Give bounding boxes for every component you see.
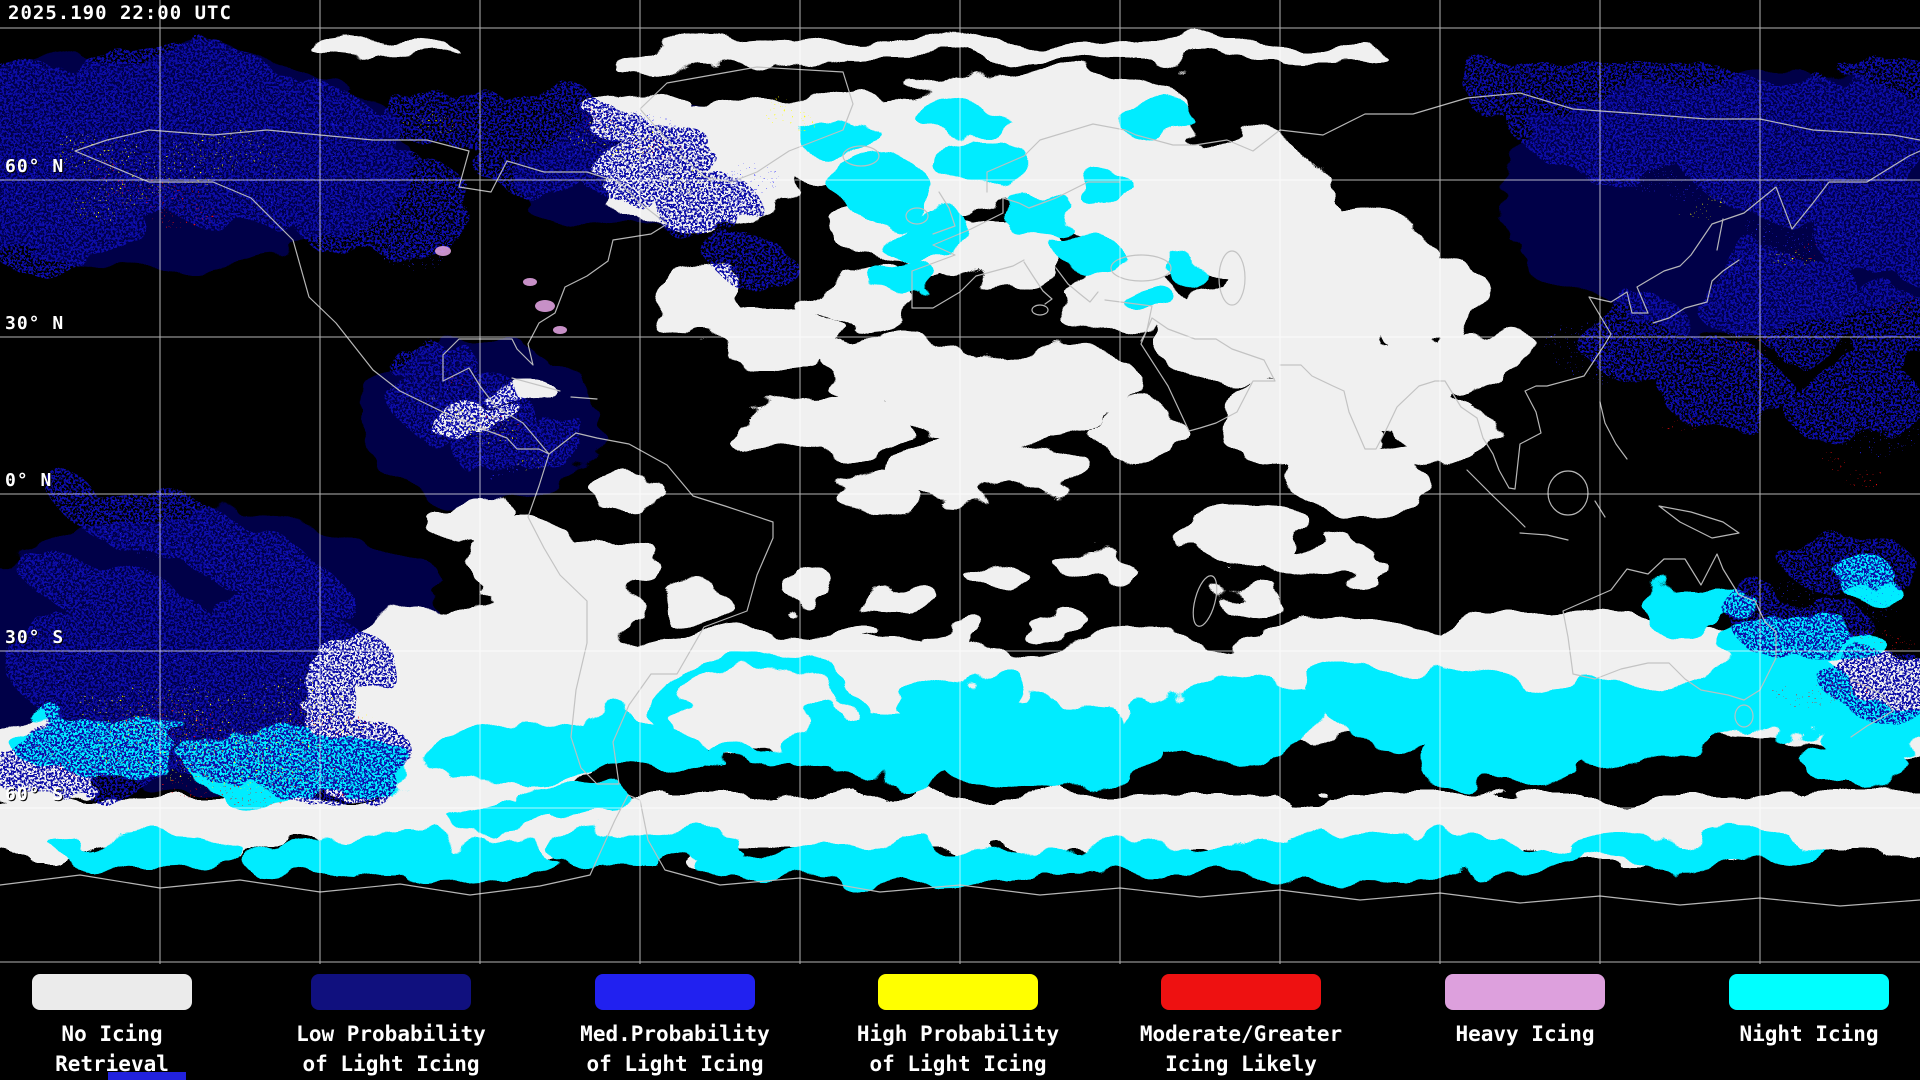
legend-swatch-low-prob: [311, 974, 471, 1010]
legend-item-no-icing: No Icing Retrieval: [0, 966, 237, 1079]
lat-label-30n: 30° N: [5, 313, 65, 334]
legend-swatch-night: [1729, 974, 1889, 1010]
legend-swatch-heavy: [1445, 974, 1605, 1010]
global-icing-map: [0, 0, 1920, 966]
legend-label: Night Icing: [1739, 1022, 1879, 1046]
legend-item-night: Night Icing: [1684, 966, 1920, 1049]
timestamp: 2025.190 22:00 UTC: [8, 2, 232, 24]
legend-label: Moderate/Greater: [1139, 1022, 1343, 1046]
legend-label: High Probability: [856, 1022, 1060, 1046]
lat-label-60n: 60° N: [5, 156, 65, 177]
lat-label-30s: 30° S: [5, 627, 65, 648]
grid-lines: [0, 0, 1920, 964]
legend-label: of Light Icing: [302, 1052, 480, 1076]
legend-swatch-no-icing: [32, 974, 192, 1010]
legend-label: of Light Icing: [586, 1052, 764, 1076]
legend-label: No Icing: [61, 1022, 163, 1046]
legend-swatch-med-prob: [595, 974, 755, 1010]
legend-label: Heavy Icing: [1455, 1022, 1595, 1046]
legend-item-low-prob: Low Probability of Light Icing: [266, 966, 516, 1079]
heavy-icing-layer: [435, 246, 567, 334]
lat-label-60s: 60° S: [5, 784, 65, 805]
lat-label-0n: 0° N: [5, 470, 53, 491]
legend: No Icing Retrieval Low Probability of Li…: [0, 966, 1920, 1080]
legend-swatch-moderate: [1161, 974, 1321, 1010]
legend-label: Low Probability: [296, 1022, 486, 1046]
legend-swatch-high-prob: [878, 974, 1038, 1010]
bottom-edge-artifact: [108, 1072, 186, 1080]
legend-label: Med.Probability: [580, 1022, 770, 1046]
moderate-icing-layer: [53, 101, 1920, 806]
legend-item-moderate: Moderate/Greater Icing Likely: [1116, 966, 1366, 1079]
legend-item-med-prob: Med.Probability of Light Icing: [550, 966, 800, 1079]
legend-label: of Light Icing: [869, 1052, 1047, 1076]
legend-label: Icing Likely: [1165, 1052, 1317, 1076]
legend-item-heavy: Heavy Icing: [1400, 966, 1650, 1049]
legend-item-high-prob: High Probability of Light Icing: [833, 966, 1083, 1079]
